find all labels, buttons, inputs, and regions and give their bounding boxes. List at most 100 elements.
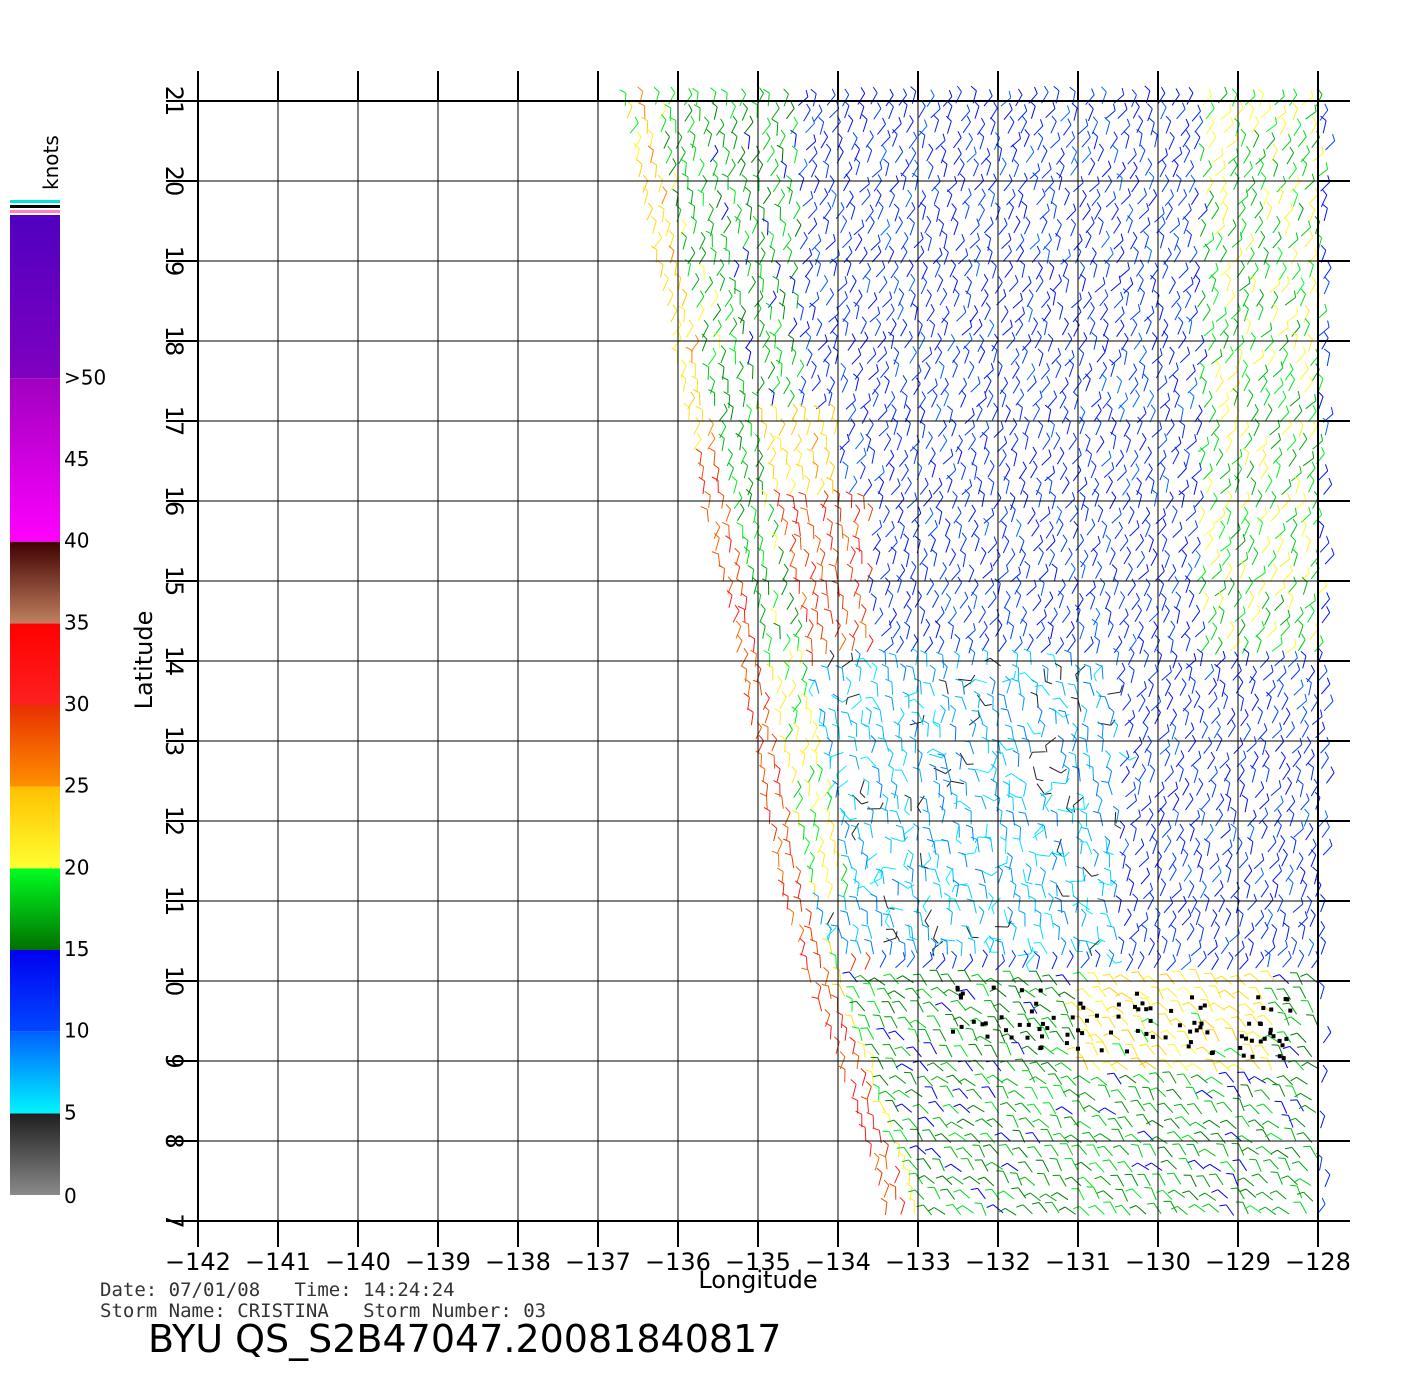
wind-barb <box>1302 457 1314 467</box>
wind-barb-feather <box>1326 677 1331 685</box>
wind-barb-feather <box>752 679 760 683</box>
wind-barb <box>1159 883 1167 897</box>
wind-barb-feather <box>910 86 917 92</box>
wind-barb-feather <box>1053 390 1058 398</box>
wind-barb-feather <box>1127 215 1133 222</box>
wind-barb-feather <box>1020 779 1027 785</box>
wind-barb <box>758 467 765 480</box>
wind-barb-feather <box>896 574 902 581</box>
wind-barb <box>1055 643 1064 655</box>
wind-barb <box>1118 596 1126 610</box>
wind-barb <box>1118 899 1122 913</box>
wind-barb-feather <box>1097 561 1103 568</box>
wind-barb-feather <box>984 391 987 399</box>
wind-barb-feather <box>1060 768 1067 774</box>
wind-barb <box>722 134 725 148</box>
wind-barb <box>1292 903 1304 913</box>
wind-barb <box>750 712 754 726</box>
wind-barb-feather <box>1043 246 1050 252</box>
wind-barb <box>866 853 878 862</box>
wind-barb-feather <box>1183 188 1188 196</box>
wind-barb <box>892 626 901 639</box>
wind-barb-feather <box>977 376 981 384</box>
wind-barb <box>764 710 770 724</box>
wind-barb <box>1299 368 1309 380</box>
wind-barb-feather <box>1137 304 1141 312</box>
wind-barb <box>845 611 849 625</box>
wind-barb-feather <box>759 319 765 326</box>
wind-barb-feather <box>1195 837 1201 844</box>
wind-barb-feather <box>961 884 969 887</box>
wind-barb-feather <box>986 148 991 155</box>
wind-barb-feather <box>974 836 979 844</box>
wind-barb-feather <box>1230 823 1237 829</box>
wind-barb-feather <box>1304 808 1310 815</box>
wind-barb <box>1278 268 1287 280</box>
wind-barb <box>1164 754 1171 767</box>
wind-barb-feather <box>1008 201 1014 208</box>
wind-barb-feather <box>790 101 795 109</box>
wind-barb <box>922 425 926 439</box>
wind-barb <box>830 537 833 551</box>
wind-barb <box>809 710 812 724</box>
wind-barb-feather <box>737 634 743 642</box>
wind-barb-feather <box>1021 115 1027 122</box>
wind-barb <box>793 786 802 798</box>
wind-barb <box>1011 726 1015 740</box>
wind-barb <box>861 411 869 424</box>
wind-barb <box>1241 641 1249 654</box>
wind-barb-feather <box>1227 562 1233 569</box>
wind-barb-feather <box>1052 534 1056 542</box>
wind-barb-feather <box>1151 129 1158 135</box>
wind-barb <box>803 842 810 855</box>
wind-barb-feather <box>887 907 895 910</box>
wind-barb-feather <box>738 491 743 499</box>
wind-barb <box>775 480 779 494</box>
wind-barb <box>802 254 813 265</box>
wind-barb <box>1003 468 1011 481</box>
wind-barb-feather <box>1212 622 1218 629</box>
wind-barb-feather <box>993 536 998 544</box>
wind-barb-feather <box>829 175 835 182</box>
wind-barb <box>696 92 699 105</box>
wind-barb <box>838 638 847 651</box>
wind-barb-feather <box>1243 648 1250 654</box>
wind-barb-feather <box>1321 446 1325 454</box>
wind-barb-feather <box>870 216 875 223</box>
wind-barb <box>999 811 1003 825</box>
wind-barb <box>869 313 880 323</box>
wind-barb-feather <box>1133 147 1137 155</box>
wind-barb-feather <box>1043 609 1047 617</box>
wind-barb <box>662 209 665 223</box>
wind-barb-feather <box>1141 763 1147 771</box>
wind-barb <box>1024 421 1030 435</box>
wind-barb-feather <box>1158 694 1162 702</box>
wind-barb <box>948 612 957 624</box>
wind-barb <box>905 195 913 208</box>
wind-barb-feather <box>890 303 895 311</box>
wind-barb <box>1091 397 1102 408</box>
wind-barb-feather <box>1028 850 1036 855</box>
wind-barb-feather <box>1263 246 1269 253</box>
wind-barb-feather <box>811 748 818 754</box>
wind-barb-feather <box>1005 404 1011 411</box>
wind-barb-feather <box>1163 260 1169 268</box>
wind-barb-feather <box>763 705 770 712</box>
wind-barb <box>1018 194 1024 208</box>
wind-barb-feather <box>1118 635 1123 643</box>
wind-barb <box>1181 425 1186 439</box>
wind-barb <box>964 351 970 364</box>
wind-barb-feather <box>773 780 781 785</box>
wind-barb-feather <box>774 708 781 713</box>
wind-barb <box>724 295 733 308</box>
wind-barb <box>1293 553 1298 567</box>
wind-barb <box>850 568 854 582</box>
wind-barb <box>1066 768 1070 782</box>
wind-barb-feather <box>963 201 970 207</box>
wind-barb-feather <box>934 620 941 626</box>
wind-barb-feather <box>1272 158 1279 165</box>
wind-barb <box>1174 742 1180 755</box>
wind-barb <box>1272 308 1279 322</box>
wind-barb <box>1321 598 1330 610</box>
wind-barb <box>753 581 758 595</box>
